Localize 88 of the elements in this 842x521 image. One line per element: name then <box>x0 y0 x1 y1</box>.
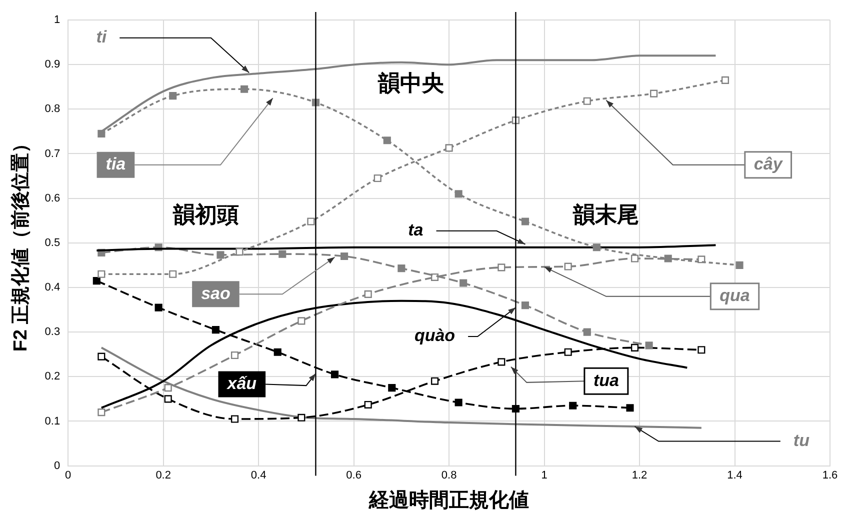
point <box>626 404 634 412</box>
series-label: sao <box>201 284 230 303</box>
point <box>307 218 315 226</box>
point <box>92 277 100 285</box>
text: tu <box>793 430 810 450</box>
point <box>454 398 462 406</box>
point <box>330 370 339 378</box>
series-label: xấu <box>226 374 258 393</box>
point <box>498 358 506 366</box>
y-tick-label: 0.4 <box>44 282 60 294</box>
point <box>564 262 572 270</box>
annotation: 韻初頭 <box>172 202 240 228</box>
point <box>164 384 172 392</box>
point <box>164 395 172 403</box>
point <box>398 264 406 272</box>
point <box>383 136 391 144</box>
point <box>569 402 577 410</box>
point <box>736 261 744 269</box>
point <box>498 264 506 272</box>
x-tick-label: 0.4 <box>250 469 266 482</box>
point <box>98 270 106 278</box>
x-axis-title: 経過時間正規化値 <box>368 490 530 512</box>
point <box>154 304 162 312</box>
point <box>298 414 306 422</box>
point <box>564 348 572 356</box>
point <box>278 250 286 258</box>
y-tick-label: 0 <box>54 460 60 472</box>
point <box>630 344 639 352</box>
x-tick-label: 1 <box>541 469 548 482</box>
y-tick-label: 1 <box>54 14 60 26</box>
y-tick-label: 0.1 <box>44 415 60 428</box>
point <box>364 290 372 298</box>
y-tick-label: 0.5 <box>44 236 60 249</box>
y-axis-title: F2 正規化値（前後位置） <box>10 134 32 352</box>
point <box>212 326 220 334</box>
y-tick-label: 0.3 <box>44 326 60 338</box>
point <box>236 248 244 256</box>
y-tick-label: 0.9 <box>44 58 60 71</box>
series-label: tia <box>106 154 126 174</box>
point <box>230 415 239 423</box>
x-tick-label: 1.6 <box>822 469 838 482</box>
point <box>169 92 177 100</box>
point <box>216 251 224 259</box>
series-label: quào <box>414 326 456 346</box>
point <box>650 90 658 98</box>
x-tick-label: 0.6 <box>346 469 362 482</box>
x-tick-label: 1.2 <box>632 469 648 482</box>
point <box>364 400 372 409</box>
point <box>274 348 282 356</box>
point <box>521 302 530 310</box>
point <box>454 190 462 198</box>
point <box>169 270 177 278</box>
point <box>340 252 348 260</box>
point <box>374 174 382 182</box>
point <box>98 352 106 360</box>
y-tick-label: 0.6 <box>44 192 60 204</box>
point <box>664 254 672 262</box>
x-tick-label: 0.8 <box>441 469 457 482</box>
text: ti <box>96 28 108 47</box>
point <box>592 244 600 252</box>
series-label: qua <box>720 286 750 306</box>
point <box>98 130 106 138</box>
point <box>240 85 248 93</box>
point <box>460 279 468 287</box>
x-tick-label: 0.2 <box>156 469 171 482</box>
point <box>388 384 396 392</box>
point <box>645 342 653 350</box>
point <box>430 377 439 385</box>
point <box>698 346 706 354</box>
point <box>98 408 106 416</box>
point <box>583 328 591 336</box>
point <box>630 254 639 262</box>
annotation: 韻末尾 <box>572 202 640 228</box>
point <box>298 317 306 325</box>
y-tick-label: 0.7 <box>44 148 60 160</box>
series-label: tua <box>593 370 619 390</box>
text: cây <box>754 154 784 174</box>
point <box>445 144 453 152</box>
point <box>583 97 591 105</box>
x-tick-label: 0 <box>65 469 72 482</box>
y-tick-label: 0.8 <box>44 103 60 116</box>
series-label: ta <box>408 220 424 240</box>
annotation: 韻中央 <box>376 70 445 96</box>
y-tick-label: 0.2 <box>44 370 60 383</box>
point <box>230 351 239 360</box>
x-tick-label: 1.4 <box>727 469 742 482</box>
point <box>521 218 530 226</box>
point <box>721 76 730 84</box>
